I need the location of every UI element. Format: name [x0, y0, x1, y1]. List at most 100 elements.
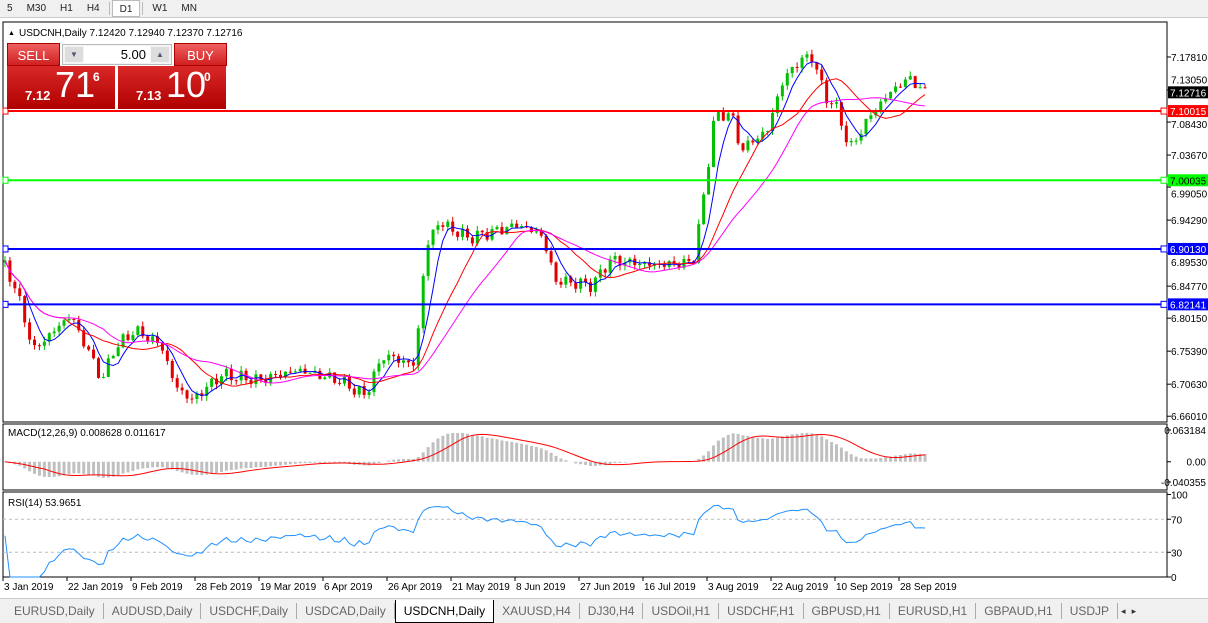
candle-body — [775, 96, 779, 113]
macd-bar — [47, 461, 51, 478]
macd-bar — [731, 433, 735, 462]
candle-body — [884, 98, 888, 102]
candle-body — [559, 281, 563, 285]
sell-button[interactable]: SELL — [7, 43, 60, 66]
chart-tab[interactable]: EURUSD,H1 — [890, 603, 977, 619]
macd-bar — [525, 444, 529, 462]
timeframe-d1[interactable]: D1 — [111, 0, 141, 17]
candle-body — [721, 112, 725, 121]
macd-bar — [141, 461, 145, 469]
candle-body — [648, 262, 652, 266]
y-tick-label: 6.70630 — [1171, 380, 1208, 391]
y-tick-label: 7.03670 — [1171, 151, 1208, 162]
timeframe-h4[interactable]: H4 — [86, 3, 100, 14]
chart-tab[interactable]: USDCHF,H1 — [719, 603, 804, 619]
candle-body — [283, 371, 287, 378]
macd-bar — [515, 442, 519, 462]
line-handle — [1160, 176, 1168, 184]
timeframe-mn[interactable]: MN — [181, 3, 197, 14]
scroll-right-icon[interactable]: ▸ — [1131, 606, 1137, 616]
candle-body — [57, 325, 61, 332]
candle-body — [42, 341, 46, 346]
chart-tab[interactable]: DJ30,H4 — [580, 603, 644, 619]
candle-body — [382, 360, 386, 364]
macd-bar — [697, 458, 701, 462]
candle-body — [923, 87, 927, 89]
macd-bar — [397, 459, 401, 462]
macd-bar — [741, 435, 745, 462]
chart-tab[interactable]: USDJP — [1062, 603, 1119, 619]
macd-bar — [721, 437, 725, 462]
price-label-bg — [1168, 242, 1208, 255]
candle-body — [490, 229, 494, 240]
macd-bar — [249, 461, 253, 469]
sell-fraction: 6 — [93, 70, 100, 84]
macd-bar — [72, 461, 76, 474]
y-tick-label: 6.75390 — [1171, 347, 1208, 358]
macd-bar — [244, 461, 248, 469]
candle-body — [342, 376, 346, 384]
candle-body — [62, 320, 66, 326]
chart-tab[interactable]: USDCAD,Daily — [297, 603, 395, 619]
candle-body — [864, 118, 868, 135]
line-handle — [1160, 245, 1168, 253]
macd-bar — [37, 461, 41, 476]
candle-body — [146, 336, 150, 342]
chart-tab[interactable]: USDCNH,Daily — [394, 599, 495, 623]
candle-body — [431, 229, 435, 245]
candle-body — [598, 269, 602, 278]
chart-area[interactable]: 7.17810 7.13050 7.08430 7.03670 6.99050 6.942… — [0, 18, 1208, 598]
macd-bar — [790, 434, 794, 462]
candle-body — [785, 73, 789, 86]
timeframe-5[interactable]: 5 — [7, 3, 13, 14]
timeframe-m30[interactable]: M30 — [26, 3, 47, 14]
macd-bar — [825, 439, 829, 462]
buy-button[interactable]: BUY — [174, 43, 227, 66]
macd-bar — [77, 461, 81, 474]
macd-bar — [451, 433, 455, 462]
chart-tab[interactable]: GBPUSD,H1 — [804, 603, 890, 619]
macd-bar — [131, 461, 135, 472]
chart-tab[interactable]: XAUUSD,H4 — [494, 603, 580, 619]
macd-bar — [490, 438, 494, 462]
x-tick-label: 3 Aug 2019 — [708, 582, 759, 593]
candle-body — [593, 277, 597, 292]
lot-size-input[interactable] — [84, 46, 150, 63]
macd-bar — [426, 447, 430, 462]
macd-bar — [544, 450, 548, 462]
chart-tab[interactable]: GBPAUD,H1 — [976, 603, 1062, 619]
candle-body — [741, 143, 745, 151]
candle-body — [623, 262, 627, 266]
macd-bar — [500, 440, 504, 462]
candle-body — [411, 362, 415, 366]
macd-bar — [308, 461, 312, 463]
sell-big-figure: 7.12 — [25, 88, 51, 103]
macd-bar — [854, 456, 858, 462]
decrease-lot-icon[interactable]: ▼ — [65, 47, 83, 62]
increase-lot-icon[interactable]: ▲ — [151, 47, 169, 62]
candle-body — [338, 382, 342, 384]
chart-tab[interactable]: USDCHF,Daily — [201, 603, 298, 619]
rsi-line — [4, 504, 926, 578]
candle-body — [131, 335, 135, 341]
lot-size-stepper: ▼ ▲ — [62, 44, 172, 65]
timeframe-w1[interactable]: W1 — [152, 3, 168, 14]
candle-body — [200, 393, 204, 397]
buy-price[interactable]: 7.13 10 0 — [118, 64, 226, 109]
timeframe-toolbar: 5 M30 H1 H4 D1 W1 MN — [0, 0, 1208, 18]
candle-body — [377, 363, 381, 372]
scroll-left-icon[interactable]: ◂ — [1121, 606, 1126, 616]
sell-price[interactable]: 7.12 71 6 — [7, 64, 115, 109]
chart-tabs: EURUSD,Daily AUDUSD,Daily USDCHF,Daily USDC… — [0, 598, 1208, 623]
chart-tab[interactable]: USDOil,H1 — [643, 603, 720, 619]
chart-tab[interactable]: EURUSD,Daily — [6, 603, 104, 619]
x-tick-label: 19 Mar 2019 — [260, 582, 317, 593]
macd-bar — [126, 461, 130, 473]
macd-bar — [259, 461, 263, 468]
timeframe-h1[interactable]: H1 — [60, 3, 73, 14]
chart-tab[interactable]: AUDUSD,Daily — [104, 603, 202, 619]
macd-bar — [175, 461, 179, 472]
candle-body — [687, 258, 691, 262]
macd-bar — [195, 461, 199, 475]
candle-body — [879, 101, 883, 112]
